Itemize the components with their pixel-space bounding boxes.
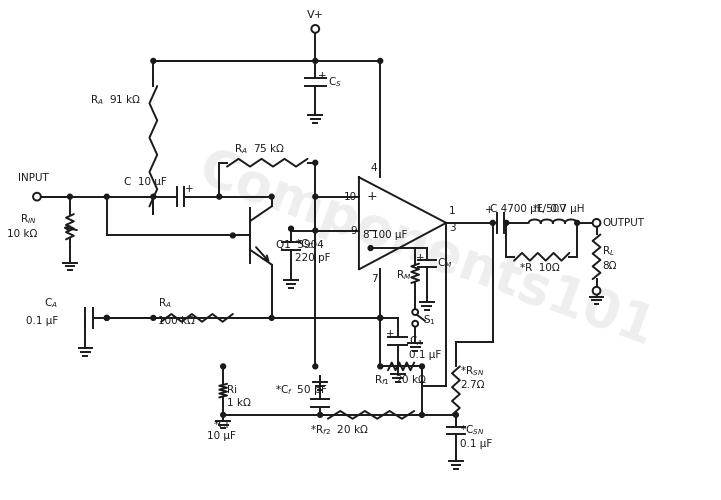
Text: *C$_f$  50 pF: *C$_f$ 50 pF — [275, 382, 327, 396]
Text: 2.7Ω: 2.7Ω — [460, 380, 485, 390]
Circle shape — [217, 194, 221, 199]
Circle shape — [221, 364, 226, 369]
Text: C$_S$: C$_S$ — [328, 76, 342, 89]
Text: *R  10Ω: *R 10Ω — [521, 264, 560, 274]
Circle shape — [269, 194, 274, 199]
Text: 9: 9 — [350, 226, 357, 235]
Text: +: + — [416, 253, 425, 263]
Circle shape — [105, 316, 109, 320]
Circle shape — [33, 193, 41, 200]
Text: 10: 10 — [344, 192, 357, 202]
Text: *Ci: *Ci — [213, 420, 229, 430]
Text: 0.1 μF: 0.1 μF — [410, 350, 441, 360]
Text: +: + — [485, 205, 494, 215]
Circle shape — [454, 412, 459, 418]
Text: *C$_C$: *C$_C$ — [295, 238, 314, 251]
Circle shape — [593, 219, 601, 226]
Text: Q1  3904: Q1 3904 — [275, 240, 323, 250]
Circle shape — [420, 364, 425, 369]
Circle shape — [412, 309, 418, 315]
Text: 220 pF: 220 pF — [295, 253, 330, 263]
Text: 4: 4 — [371, 162, 377, 172]
Text: 10 μF: 10 μF — [207, 431, 236, 441]
Text: C$_A$: C$_A$ — [410, 334, 423, 348]
Circle shape — [318, 412, 322, 418]
Circle shape — [420, 412, 425, 418]
Circle shape — [311, 25, 319, 33]
Text: C$_A$: C$_A$ — [45, 296, 58, 310]
Circle shape — [378, 58, 383, 64]
Text: 10 kΩ: 10 kΩ — [6, 228, 37, 238]
Text: R$_L$: R$_L$ — [602, 244, 615, 258]
Circle shape — [231, 233, 235, 238]
Text: 0.1 μF: 0.1 μF — [460, 439, 492, 449]
Text: 1 kΩ: 1 kΩ — [227, 398, 251, 408]
Text: R$_M$: R$_M$ — [396, 268, 411, 282]
Text: S$_1$: S$_1$ — [423, 313, 435, 326]
Text: C$_M$: C$_M$ — [438, 256, 453, 270]
Text: Ri: Ri — [227, 384, 237, 394]
Text: +: + — [367, 190, 377, 203]
Text: R$_{IN}$: R$_{IN}$ — [20, 212, 37, 226]
Text: Components101: Components101 — [192, 143, 662, 357]
Circle shape — [68, 194, 72, 199]
Text: 1: 1 — [449, 206, 456, 216]
Circle shape — [151, 58, 156, 64]
Text: 8Ω: 8Ω — [602, 262, 617, 272]
Circle shape — [269, 316, 274, 320]
Text: R$_A$  75 kΩ: R$_A$ 75 kΩ — [234, 142, 285, 156]
Circle shape — [151, 316, 156, 320]
Circle shape — [504, 220, 509, 226]
Circle shape — [490, 220, 495, 226]
Circle shape — [221, 412, 226, 418]
Text: *L  0.7 μH: *L 0.7 μH — [534, 204, 585, 214]
Circle shape — [105, 194, 109, 199]
Text: *R$_{SN}$: *R$_{SN}$ — [460, 364, 484, 378]
Text: R$_A$  91 kΩ: R$_A$ 91 kΩ — [90, 93, 141, 106]
Circle shape — [313, 364, 318, 369]
Text: OUTPUT: OUTPUT — [602, 218, 645, 228]
Text: V+: V+ — [306, 10, 324, 20]
Text: INPUT: INPUT — [18, 173, 48, 183]
Text: 100 kΩ: 100 kΩ — [158, 316, 195, 326]
Text: *R$_{f2}$  20 kΩ: *R$_{f2}$ 20 kΩ — [310, 424, 368, 438]
Text: −: − — [367, 224, 379, 237]
Circle shape — [368, 246, 373, 250]
Circle shape — [378, 364, 383, 369]
Circle shape — [313, 58, 318, 64]
Circle shape — [313, 228, 318, 233]
Circle shape — [412, 321, 418, 326]
Text: 0.1 μF: 0.1 μF — [26, 316, 58, 326]
Text: +: + — [318, 72, 327, 82]
Circle shape — [313, 194, 318, 199]
Text: C 4700 μF/50V: C 4700 μF/50V — [490, 204, 566, 214]
Text: +: + — [386, 330, 395, 340]
Circle shape — [313, 160, 318, 165]
Text: 100 μF: 100 μF — [371, 230, 407, 240]
Circle shape — [378, 316, 383, 320]
Circle shape — [288, 226, 293, 231]
Text: R$_A$: R$_A$ — [158, 296, 172, 310]
Text: R$_{f1}$  20 kΩ: R$_{f1}$ 20 kΩ — [374, 373, 428, 387]
Circle shape — [378, 316, 383, 320]
Text: +: + — [185, 184, 194, 194]
Text: 8: 8 — [362, 230, 368, 240]
Text: C  10 μF: C 10 μF — [124, 177, 167, 187]
Circle shape — [151, 194, 156, 199]
Circle shape — [575, 220, 580, 226]
Text: 7: 7 — [371, 274, 377, 284]
Circle shape — [593, 287, 601, 294]
Text: *C$_{SN}$: *C$_{SN}$ — [460, 424, 485, 438]
Circle shape — [105, 316, 109, 320]
Text: 3: 3 — [449, 222, 456, 232]
